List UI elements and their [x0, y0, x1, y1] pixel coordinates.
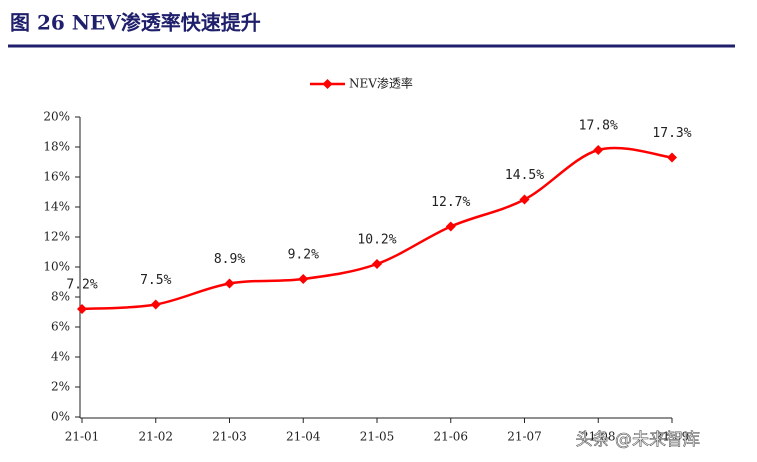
y-tick-label: 10%: [43, 260, 70, 274]
value-label: 7.5%: [140, 273, 171, 288]
x-tick-label: 21-03: [212, 430, 247, 444]
x-tick-label: 21-01: [65, 430, 100, 444]
y-tick-label: 4%: [51, 350, 70, 364]
point-marker: [224, 278, 235, 289]
value-label: 9.2%: [288, 248, 319, 263]
chart-title: 图 26 NEV渗透率快速提升: [10, 11, 261, 35]
point-marker: [77, 304, 87, 314]
x-tick-label: 21-07: [507, 430, 542, 444]
y-tick-label: 20%: [43, 110, 70, 124]
x-tick-label: 21-04: [286, 430, 321, 444]
y-tick-label: 2%: [51, 380, 70, 394]
x-tick-label: 21-08: [581, 430, 616, 444]
point-marker: [150, 299, 161, 310]
value-label: 12.7%: [431, 195, 470, 210]
point-marker: [298, 274, 309, 284]
point-marker: [519, 194, 530, 205]
y-tick-label: 0%: [51, 410, 70, 424]
point-marker: [445, 221, 456, 232]
value-label: 7.2%: [66, 278, 97, 293]
y-tick-label: 18%: [43, 140, 70, 154]
x-tick-label: 21-09: [655, 430, 690, 444]
point-marker: [593, 145, 604, 155]
legend-label: NEV渗透率: [349, 76, 413, 91]
point-marker: [667, 152, 677, 163]
y-tick-label: 6%: [51, 320, 70, 334]
y-tick-label: 14%: [43, 200, 70, 214]
value-label: 17.3%: [652, 126, 691, 141]
watermark: 头条 @未来智库: [576, 430, 700, 450]
y-tick-label: 12%: [43, 230, 70, 244]
value-label: 17.8%: [579, 119, 618, 134]
value-label: 14.5%: [505, 168, 544, 183]
x-tick-label: 21-06: [433, 430, 468, 444]
point-marker: [372, 259, 382, 269]
value-label: 10.2%: [357, 233, 396, 248]
legend-marker: [322, 79, 333, 89]
value-label: 8.9%: [214, 252, 245, 267]
y-tick-label: 8%: [51, 290, 70, 304]
x-tick-label: 21-02: [138, 430, 173, 444]
y-tick-label: 16%: [43, 170, 70, 184]
x-tick-label: 21-05: [360, 430, 395, 444]
